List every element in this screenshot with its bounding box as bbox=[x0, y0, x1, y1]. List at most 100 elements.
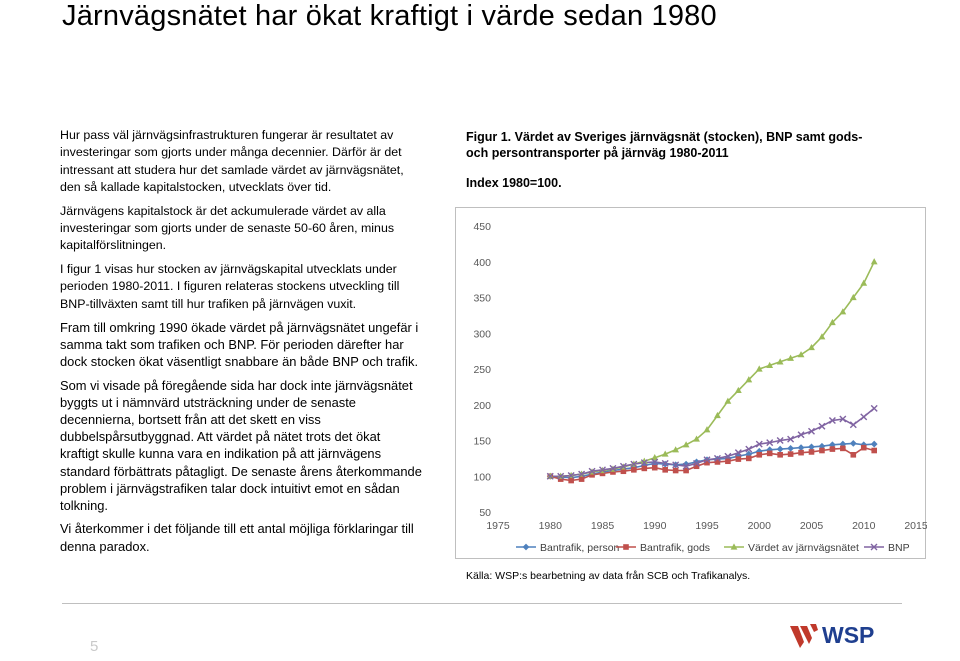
x-tick-label: 2000 bbox=[748, 520, 772, 532]
data-point-bantrafik-person bbox=[860, 441, 868, 449]
series-line-v-rdet-av-j-rnv-gsn-tet bbox=[550, 261, 875, 478]
data-point-bantrafik-gods bbox=[693, 463, 700, 470]
line-chart: 50 100 150 200 250 300 350 400 450 1975 1980 1985 19… bbox=[455, 207, 927, 559]
data-point-bnp bbox=[651, 458, 659, 466]
x-tick-label: 2010 bbox=[852, 520, 876, 532]
data-point-v-rdet-av-j-rnv-gsn-tet bbox=[870, 258, 878, 265]
data-point-bantrafik-gods bbox=[829, 446, 836, 452]
data-point-bantrafik-gods bbox=[641, 465, 648, 472]
data-point-v-rdet-av-j-rnv-gsn-tet bbox=[661, 450, 669, 457]
data-point-bnp bbox=[766, 439, 774, 447]
data-point-bnp bbox=[640, 459, 648, 467]
x-tick-label: 1995 bbox=[695, 520, 719, 532]
data-point-bantrafik-person bbox=[849, 439, 857, 447]
data-point-bantrafik-gods bbox=[620, 468, 627, 475]
data-point-v-rdet-av-j-rnv-gsn-tet bbox=[734, 386, 742, 394]
x-tick-label: 1975 bbox=[486, 520, 510, 532]
data-point-v-rdet-av-j-rnv-gsn-tet bbox=[829, 318, 836, 326]
data-point-bantrafik-person bbox=[776, 445, 784, 453]
page-title: Järnvägsnätet har ökat kraftigt i värde … bbox=[62, 0, 717, 32]
paragraph-2: Järnvägens kapitalstock är det ackumuler… bbox=[60, 203, 395, 253]
data-point-v-rdet-av-j-rnv-gsn-tet bbox=[755, 365, 763, 372]
footer-divider bbox=[62, 603, 902, 604]
data-point-bantrafik-gods bbox=[704, 459, 710, 466]
data-point-bantrafik-gods bbox=[860, 444, 867, 451]
data-point-bantrafik-gods bbox=[568, 477, 574, 484]
data-point-bnp bbox=[787, 435, 795, 443]
data-point-v-rdet-av-j-rnv-gsn-tet bbox=[766, 361, 774, 369]
y-tick-label: 450 bbox=[473, 221, 491, 233]
data-point-bantrafik-gods bbox=[631, 467, 637, 473]
legend-marker bbox=[522, 543, 530, 551]
data-point-bantrafik-gods bbox=[808, 449, 815, 455]
data-point-v-rdet-av-j-rnv-gsn-tet bbox=[693, 435, 700, 442]
data-point-bnp bbox=[849, 421, 857, 429]
chart-svg: 50 100 150 200 250 300 350 400 450 1975 1980 1985 19… bbox=[473, 221, 927, 554]
data-point-v-rdet-av-j-rnv-gsn-tet bbox=[672, 446, 680, 453]
data-point-v-rdet-av-j-rnv-gsn-tet bbox=[682, 441, 690, 448]
data-point-bantrafik-gods bbox=[672, 467, 679, 474]
data-point-bantrafik-gods bbox=[735, 456, 742, 462]
data-point-v-rdet-av-j-rnv-gsn-tet bbox=[787, 354, 794, 361]
paragraph-1: Hur pass väl järnvägsinfrastrukturen fun… bbox=[60, 128, 404, 195]
data-point-bantrafik-person bbox=[797, 444, 805, 452]
series-line-bantrafik-person bbox=[550, 442, 875, 479]
data-point-bnp bbox=[609, 464, 617, 472]
data-point-bnp bbox=[797, 431, 805, 439]
data-point-bnp bbox=[619, 462, 627, 470]
data-point-bnp bbox=[734, 449, 742, 457]
paragraph-3: I figur 1 visas hur stocken av järnvägsk… bbox=[60, 261, 400, 311]
data-point-bantrafik-gods bbox=[819, 447, 825, 454]
y-tick-label: 200 bbox=[473, 400, 491, 412]
data-point-bnp bbox=[870, 404, 878, 412]
data-point-bantrafik-gods bbox=[850, 452, 857, 458]
body-text-column: Hur pass väl järnvägsinfrastrukturen fun… bbox=[60, 127, 422, 561]
data-point-bnp bbox=[693, 459, 701, 467]
figure-source: Källa: WSP:s bearbetning av data från SC… bbox=[466, 570, 751, 582]
data-point-bantrafik-gods bbox=[871, 447, 877, 454]
data-point-bantrafik-gods bbox=[787, 451, 794, 457]
data-point-bnp bbox=[661, 459, 669, 467]
data-point-v-rdet-av-j-rnv-gsn-tet bbox=[818, 333, 826, 340]
data-point-bnp bbox=[703, 456, 711, 464]
data-point-bantrafik-gods bbox=[725, 458, 731, 465]
legend-marker bbox=[623, 544, 629, 550]
data-point-bantrafik-person bbox=[870, 440, 878, 448]
data-point-bnp bbox=[557, 472, 565, 480]
y-tick-label: 300 bbox=[473, 328, 491, 340]
data-point-v-rdet-av-j-rnv-gsn-tet bbox=[714, 411, 721, 419]
page-number: 5 bbox=[90, 638, 99, 655]
data-point-v-rdet-av-j-rnv-gsn-tet bbox=[860, 279, 868, 286]
y-tick-label: 350 bbox=[473, 293, 491, 305]
data-point-v-rdet-av-j-rnv-gsn-tet bbox=[808, 343, 815, 351]
data-point-bantrafik-gods bbox=[610, 469, 616, 475]
data-point-bantrafik-person bbox=[808, 443, 815, 451]
data-point-bnp bbox=[818, 422, 826, 430]
y-tick-label: 400 bbox=[473, 257, 491, 269]
wsp-logo: WSP bbox=[790, 622, 874, 648]
data-point-bantrafik-gods bbox=[756, 452, 763, 458]
data-point-bnp bbox=[567, 472, 575, 480]
data-point-bnp bbox=[672, 461, 680, 469]
data-point-bnp bbox=[839, 415, 847, 423]
data-point-bnp bbox=[599, 466, 606, 474]
data-point-bantrafik-gods bbox=[578, 476, 585, 482]
wsp-logo-mark-icon bbox=[790, 624, 818, 648]
data-point-bantrafik-person bbox=[755, 447, 763, 455]
data-point-bantrafik-gods bbox=[766, 450, 773, 457]
data-point-v-rdet-av-j-rnv-gsn-tet bbox=[797, 351, 805, 358]
data-point-v-rdet-av-j-rnv-gsn-tet bbox=[849, 293, 857, 301]
y-tick-label: 150 bbox=[473, 436, 491, 448]
data-point-bantrafik-gods bbox=[777, 452, 783, 458]
data-point-bantrafik-person bbox=[682, 460, 690, 468]
data-point-bantrafik-person bbox=[787, 444, 794, 452]
data-point-bantrafik-gods bbox=[557, 476, 564, 482]
data-point-bantrafik-gods bbox=[589, 472, 595, 478]
data-point-bantrafik-gods bbox=[683, 467, 689, 474]
legend-marker bbox=[870, 543, 878, 551]
data-point-bantrafik-gods bbox=[662, 467, 668, 473]
data-point-v-rdet-av-j-rnv-gsn-tet bbox=[703, 426, 711, 433]
series-line-bantrafik-gods bbox=[550, 446, 875, 482]
x-tick-label: 1985 bbox=[591, 520, 615, 532]
data-point-bnp bbox=[860, 413, 868, 421]
